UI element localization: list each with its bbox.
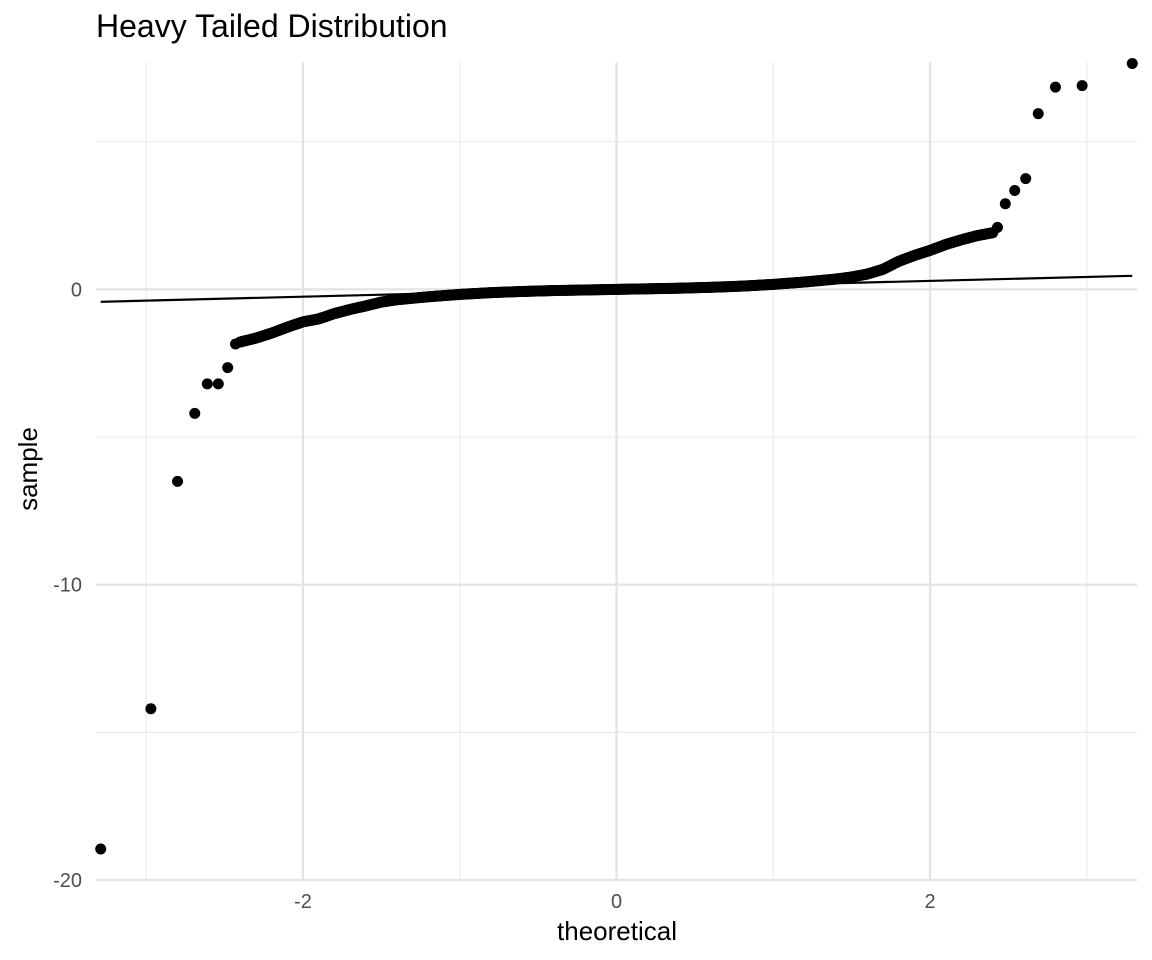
qq-point [1076,80,1088,92]
qq-point [1032,108,1044,120]
y-tick-label: 0 [71,279,82,301]
y-tick-labels: -20 -10 0 [53,279,82,892]
points-layer [95,57,1138,855]
qq-point [189,407,201,419]
qq-point [1126,57,1138,69]
qq-point [212,378,224,390]
qq-point [991,221,1003,233]
qq-point [1049,81,1061,93]
y-axis-title: sample [13,427,43,511]
qq-point [172,475,184,487]
chart-title: Heavy Tailed Distribution [96,8,448,44]
x-axis-title: theoretical [557,916,677,946]
qq-point [1009,184,1021,196]
qq-point [1020,173,1032,185]
qq-point [230,338,242,350]
x-tick-label: 2 [924,891,935,913]
x-tick-labels: -2 0 2 [294,891,936,913]
x-tick-label: 0 [611,891,622,913]
y-tick-label: -20 [53,870,82,892]
qq-point [95,843,107,855]
x-tick-label: -2 [294,891,312,913]
qq-point [145,703,157,715]
qq-point [999,198,1011,210]
qq-point [222,362,234,374]
major-gridlines [96,62,1137,882]
y-tick-label: -10 [53,575,82,597]
qq-point [201,378,213,390]
